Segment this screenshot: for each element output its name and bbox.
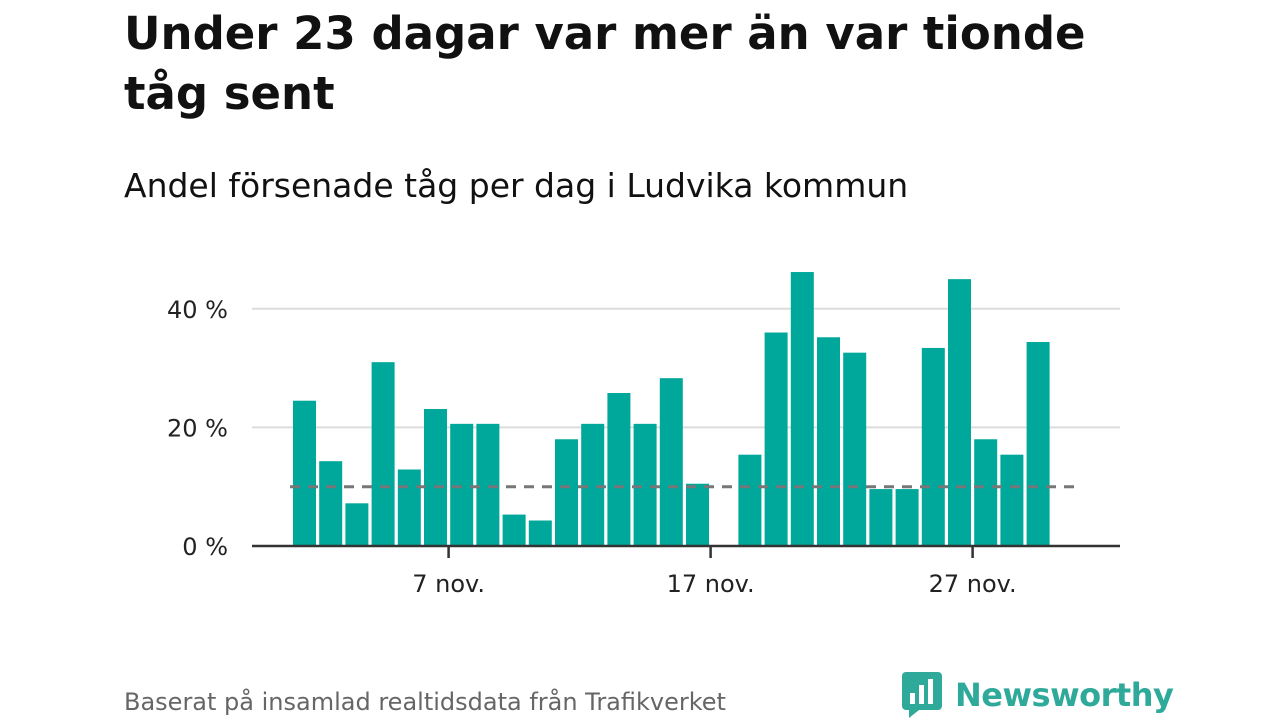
bar [1000,454,1024,546]
brand-logo: Newsworthy [901,670,1174,720]
bar [764,332,788,546]
bar [581,423,605,546]
bar [555,439,578,546]
bar-chart: 0 % 20 % 40 % 7 nov. 17 nov. 27 nov. [167,272,1120,598]
x-tick-label: 7 nov. [412,570,485,598]
bar [371,362,395,546]
bar [686,483,709,546]
source-note: Baserat på insamlad realtidsdata från Tr… [124,688,726,716]
chart-title: Under 23 dagar var mer än var tionde tåg… [124,7,1086,120]
bar [738,454,762,546]
bar [502,514,526,546]
x-tick-label: 17 nov. [667,570,755,598]
bar [633,423,657,546]
bar [607,393,631,546]
bar [843,352,867,546]
bar [424,409,447,546]
bar [948,279,971,546]
bar [450,423,474,546]
grid-lines [252,307,1120,429]
tick-labels: 0 % 20 % 40 % 7 nov. 17 nov. 27 nov. [167,296,1017,598]
bar [319,461,343,546]
bar [345,503,369,546]
bar [817,337,840,546]
chart-subtitle: Andel försenade tåg per dag i Ludvika ko… [124,166,909,205]
bar [921,347,945,546]
bar [476,423,500,546]
bar [869,489,893,546]
bar [397,469,421,546]
bars [293,272,1050,546]
bar [528,520,552,546]
y-tick-label: 20 % [167,414,228,442]
y-tick-label: 40 % [167,296,228,324]
bar [659,378,683,546]
bar [1026,342,1050,546]
x-tick-label: 27 nov. [929,570,1017,598]
bar-chart-logo-icon [902,672,942,718]
bar [293,400,316,546]
bar [895,489,919,546]
x-axis [252,544,1120,558]
bar [974,439,998,546]
brand-name: Newsworthy [955,676,1174,714]
bar [790,272,814,546]
y-tick-label: 0 % [182,533,228,561]
